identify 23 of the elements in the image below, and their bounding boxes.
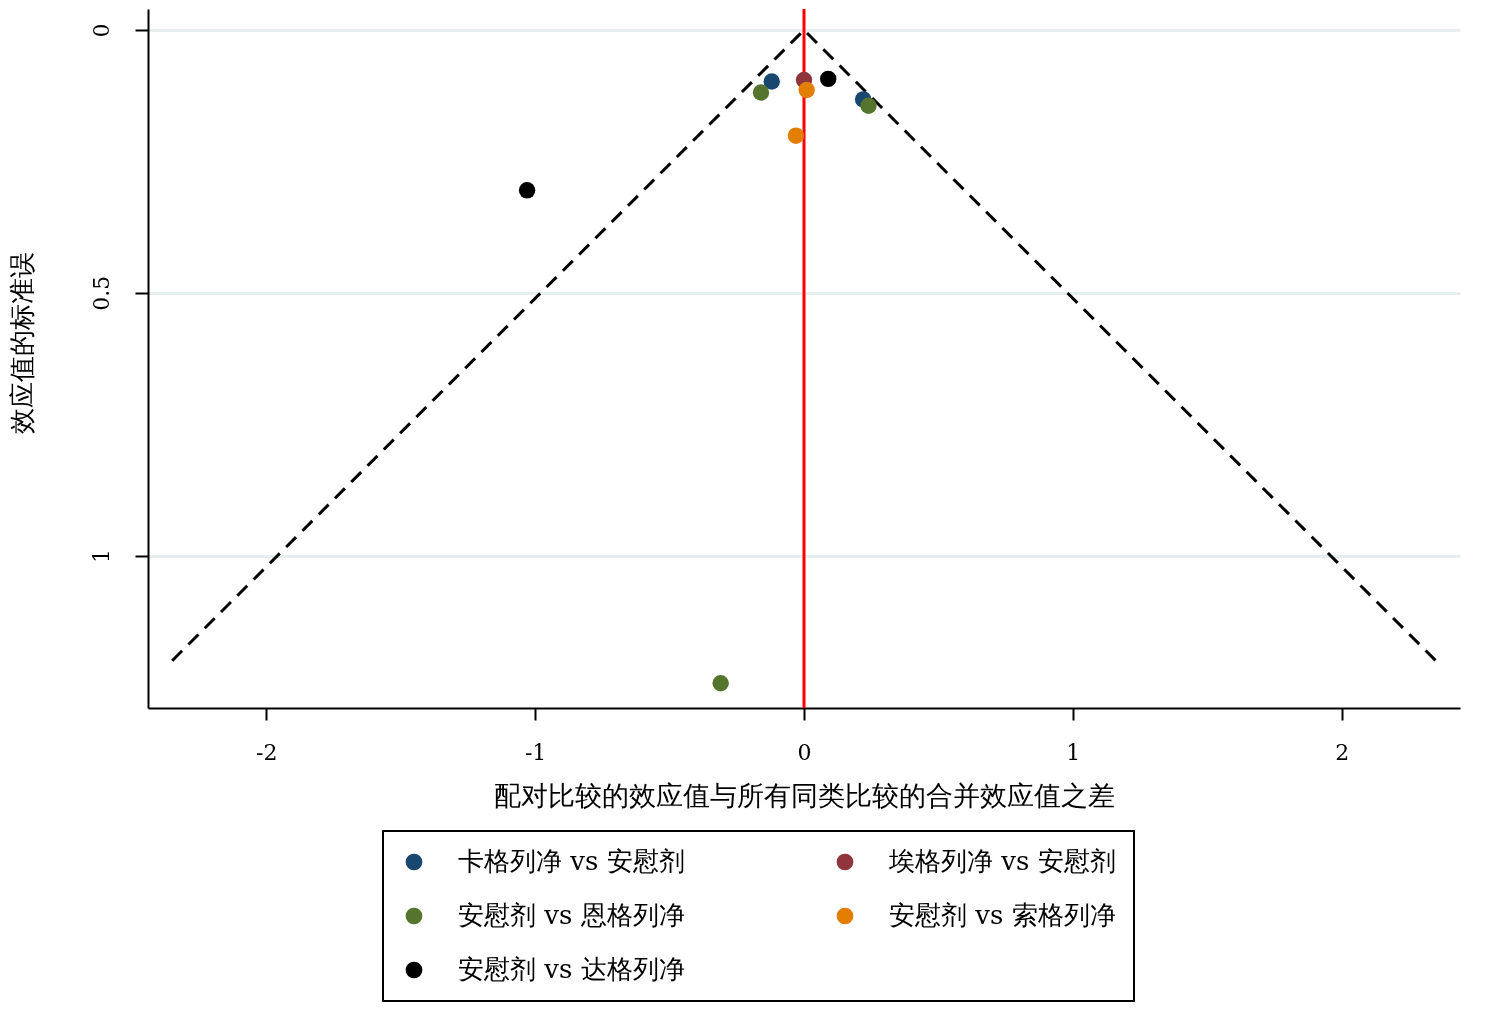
x-tick-label: 2 xyxy=(1335,739,1350,765)
point xyxy=(860,97,877,114)
y-tick-label: 1 xyxy=(88,549,114,564)
x-tick-label: -1 xyxy=(524,739,547,765)
point xyxy=(752,84,770,101)
point xyxy=(819,70,837,88)
point xyxy=(712,675,729,692)
x-axis-title: 配对比较的效应值与所有同类比较的合并效应值之差 xyxy=(494,779,1115,811)
legend-label: 安慰剂 vs 达格列净 xyxy=(458,954,685,984)
y-tick-label: 0.5 xyxy=(88,275,114,311)
point xyxy=(518,182,536,199)
point xyxy=(798,81,815,99)
x-tick-label: -2 xyxy=(256,739,278,765)
legend-label: 埃格列净 vs 安慰剂 xyxy=(888,846,1116,876)
y-tick-label: 0 xyxy=(88,23,114,38)
point xyxy=(763,73,780,90)
point xyxy=(787,127,805,144)
legend-label: 卡格列净 vs 安慰剂 xyxy=(458,846,685,876)
legend-label: 安慰剂 vs 恩格列净 xyxy=(458,900,685,930)
x-tick-label: 1 xyxy=(1066,739,1081,765)
x-tick-label: 0 xyxy=(797,739,812,765)
y-axis-title: 效应值的标准误 xyxy=(6,251,37,434)
legend-label: 安慰剂 vs 索格列净 xyxy=(889,900,1116,930)
